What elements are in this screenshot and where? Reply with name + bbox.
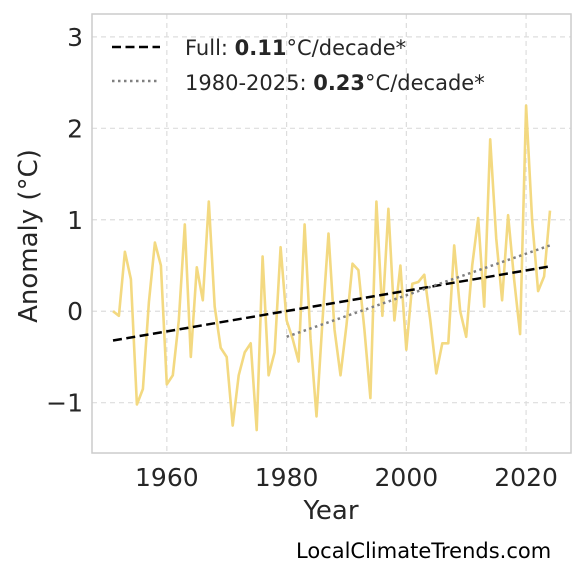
y-tick-label-3: 3 [67, 23, 83, 52]
x-tick-label-1960: 1960 [135, 463, 199, 492]
x-tick-label-2000: 2000 [375, 463, 439, 492]
legend-full-prefix: Full: [185, 36, 235, 60]
x-axis-label: Year [302, 496, 358, 526]
watermark: LocalClimateTrends.com [296, 539, 552, 563]
series-layer [112, 104, 552, 432]
y-tick-label--1: −1 [46, 389, 83, 418]
x-tick-labels: 1960 1980 2000 2020 [135, 463, 558, 492]
legend-label-1980-2025: 1980-2025: 0.23°C/decade* [185, 71, 485, 95]
y-tick-label-1: 1 [67, 206, 83, 235]
trend-line-full [112, 265, 551, 342]
x-tick-label-1980: 1980 [255, 463, 319, 492]
plot-background [92, 14, 571, 453]
legend-recent-rate: 0.23 [313, 71, 365, 95]
legend-recent-prefix: 1980-2025: [185, 71, 313, 95]
x-tick-label-2020: 2020 [494, 463, 558, 492]
plot-frame [91, 13, 572, 454]
legend-full-rate: 0.11 [235, 36, 287, 60]
legend-recent-suffix: °C/decade* [365, 71, 485, 95]
trend-line-1980-2025 [286, 244, 551, 338]
y-tick-labels: −1 0 1 2 3 [46, 23, 83, 418]
chart: 1960 1980 2000 2020 −1 0 1 2 3 Year Anomaly (°C… [14, 13, 572, 526]
anomaly-series-line [112, 104, 552, 432]
y-tick-label-0: 0 [67, 297, 83, 326]
legend-label-full: Full: 0.11°C/decade* [185, 36, 406, 60]
y-tick-label-2: 2 [67, 114, 83, 143]
grid [92, 14, 571, 453]
legend-full-suffix: °C/decade* [287, 36, 407, 60]
y-axis-label: Anomaly (°C) [14, 149, 44, 323]
legend: Full: 0.11°C/decade* 1980-2025: 0.23°C/d… [112, 36, 485, 95]
